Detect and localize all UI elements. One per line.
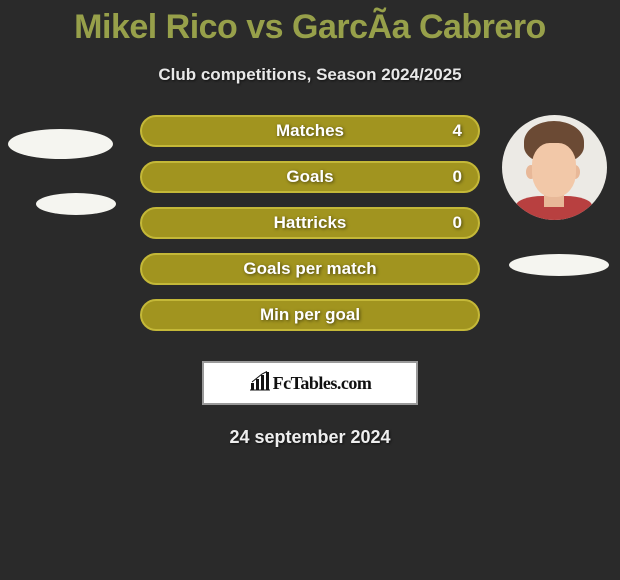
stat-value-right: 0	[453, 213, 462, 233]
stat-bar-goals: Goals 0	[140, 161, 480, 193]
stat-label: Matches	[276, 121, 344, 141]
comparison-stage: Matches 4 Goals 0 Hattricks 0 Goals per …	[0, 115, 620, 355]
stat-bar-matches: Matches 4	[140, 115, 480, 147]
player-left-name-placeholder	[36, 193, 116, 215]
bar-chart-icon	[249, 371, 271, 396]
page-title: Mikel Rico vs GarcÃ­a Cabrero	[0, 0, 620, 47]
player-right-name-placeholder	[509, 254, 609, 276]
subtitle: Club competitions, Season 2024/2025	[0, 65, 620, 85]
player-left-avatar-placeholder	[8, 129, 113, 159]
stat-label: Hattricks	[274, 213, 347, 233]
player-right-col	[497, 115, 612, 276]
player-left-col	[8, 115, 123, 215]
stat-bar-hattricks: Hattricks 0	[140, 207, 480, 239]
stat-value-right: 0	[453, 167, 462, 187]
stat-bars: Matches 4 Goals 0 Hattricks 0 Goals per …	[140, 115, 480, 345]
stat-label: Goals per match	[243, 259, 376, 279]
stat-value-right: 4	[453, 121, 462, 141]
source-logo-text: FcTables.com	[273, 373, 372, 394]
snapshot-date: 24 september 2024	[0, 427, 620, 448]
source-logo: FcTables.com	[202, 361, 418, 405]
stat-bar-goals-per-match: Goals per match	[140, 253, 480, 285]
stat-bar-min-per-goal: Min per goal	[140, 299, 480, 331]
player-right-avatar	[502, 115, 607, 220]
stat-label: Min per goal	[260, 305, 360, 325]
stat-label: Goals	[286, 167, 333, 187]
